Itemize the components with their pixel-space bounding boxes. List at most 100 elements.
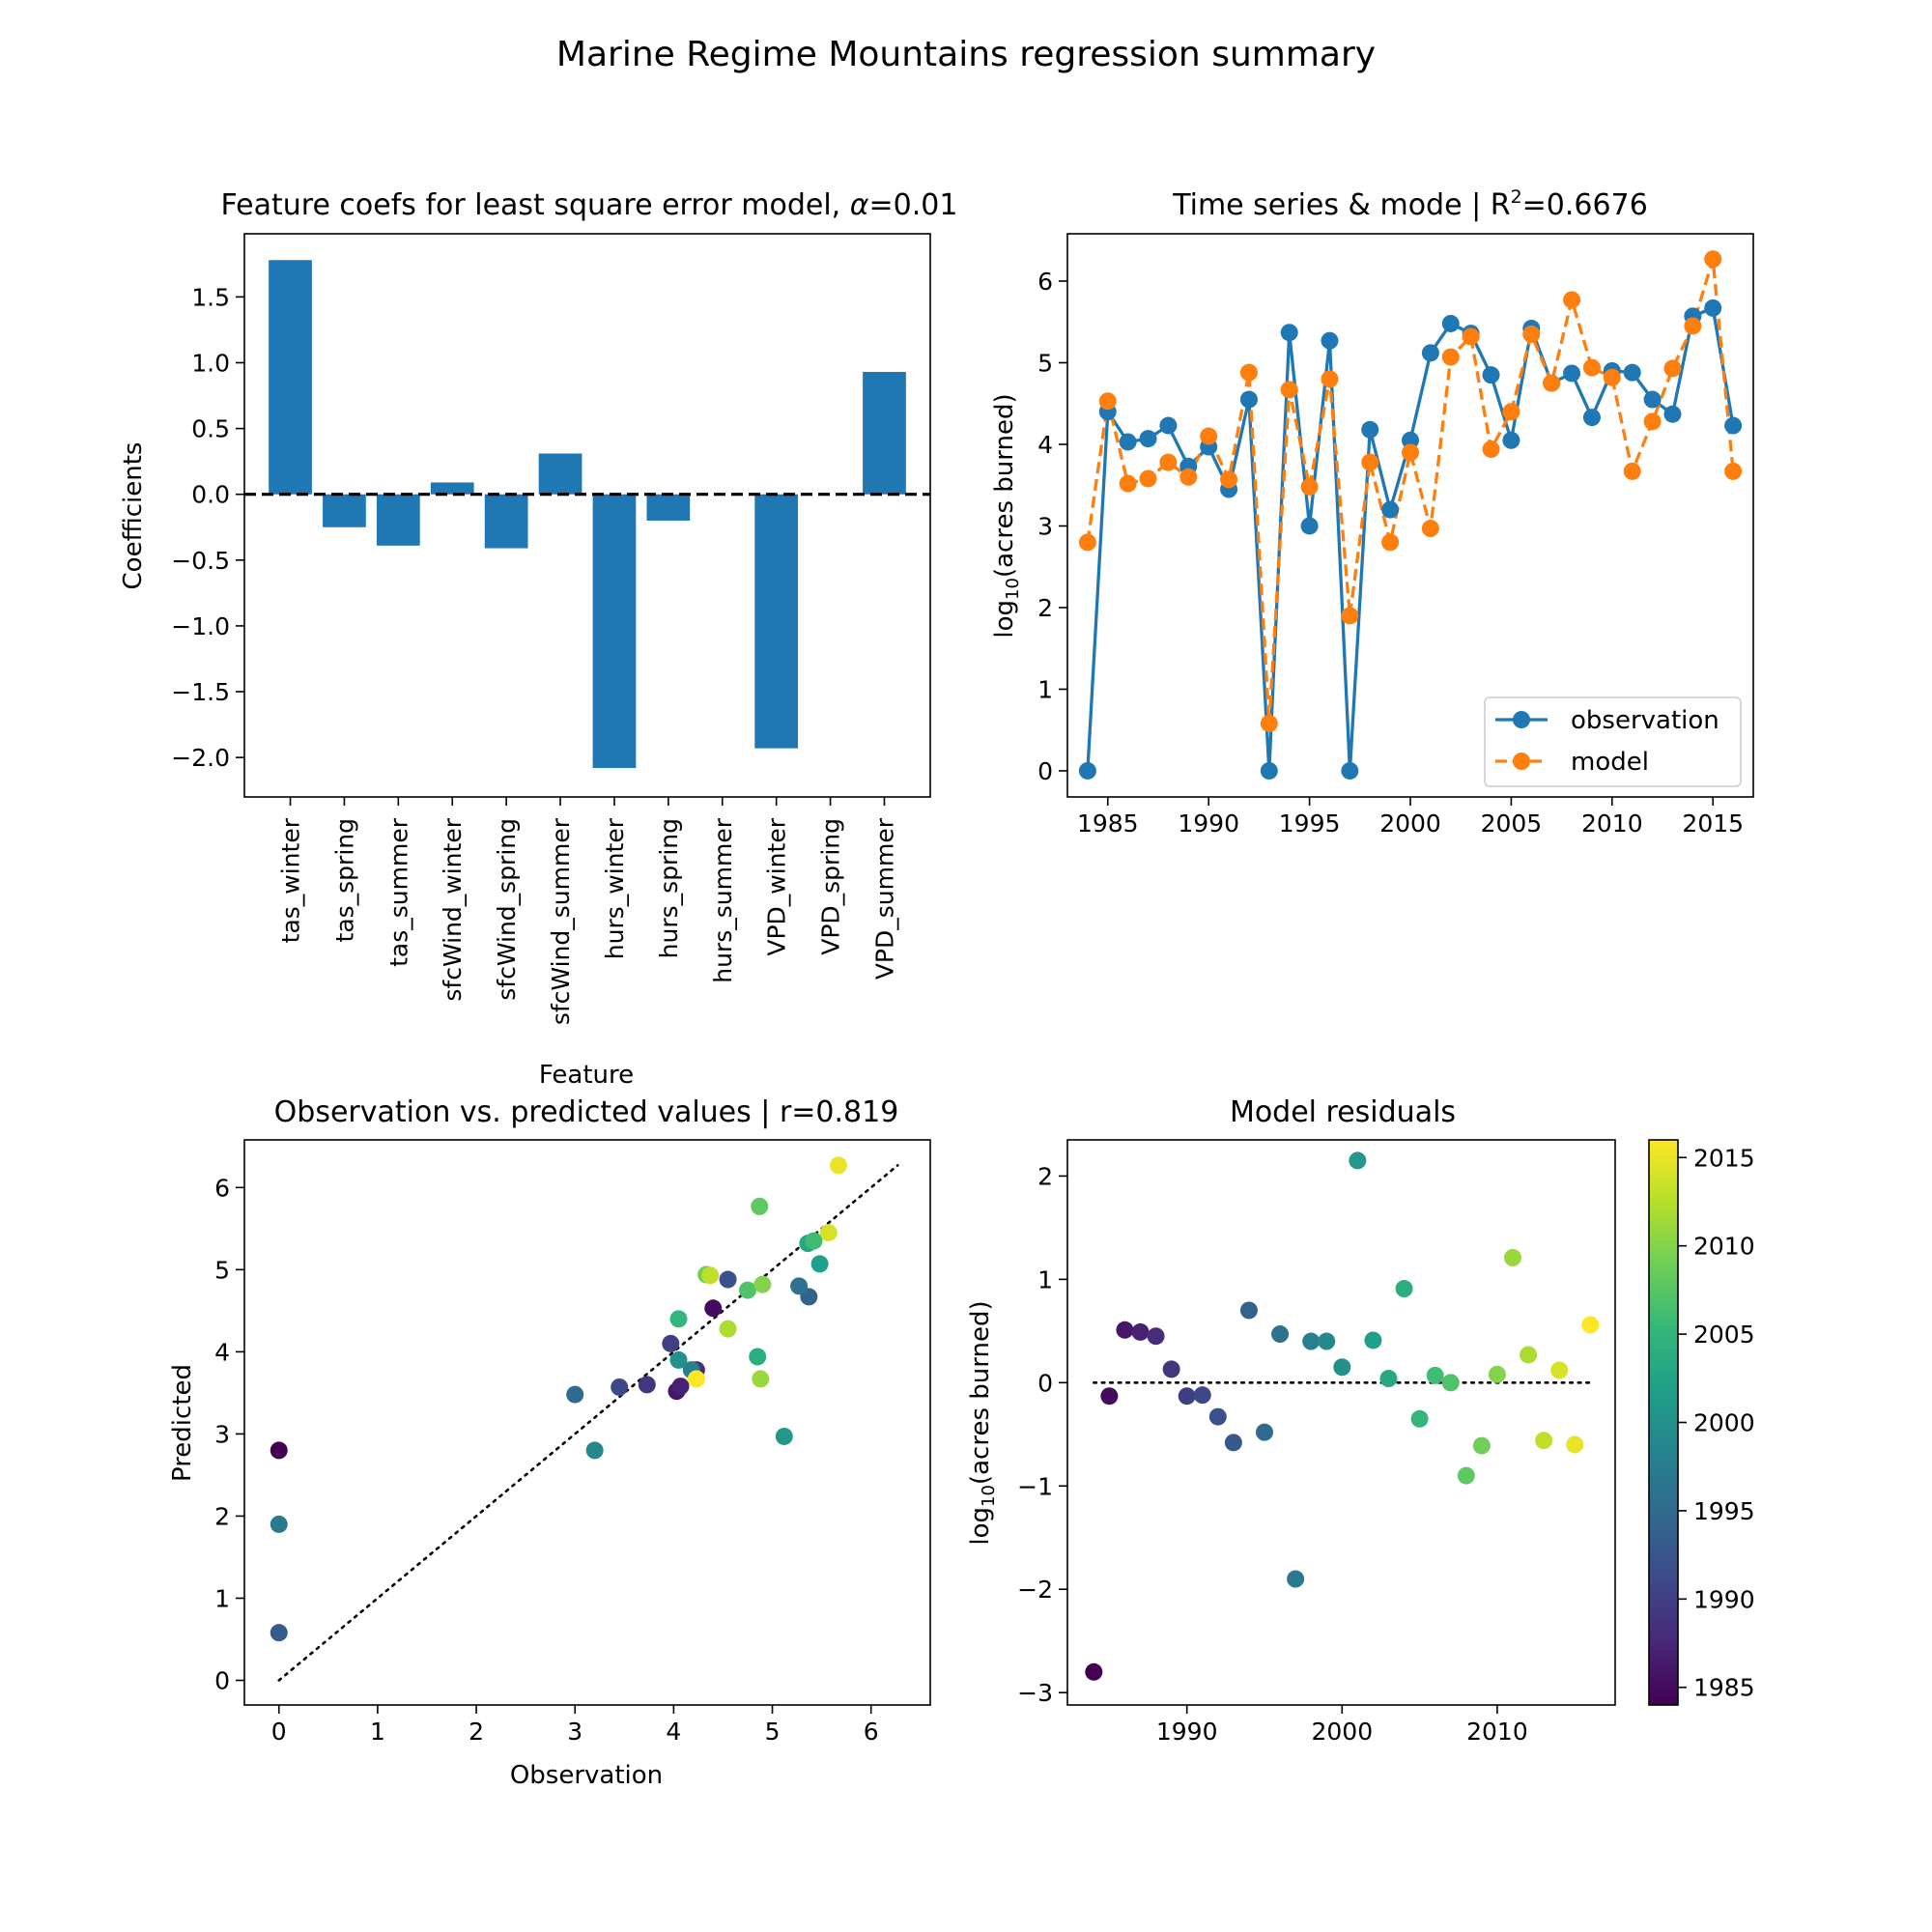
coef-bar — [430, 482, 474, 495]
series-observation-marker — [1300, 517, 1319, 535]
series-model-marker — [1361, 453, 1379, 471]
series-model-marker — [1522, 325, 1541, 343]
series-observation-marker — [1502, 431, 1520, 449]
residual-point — [1426, 1366, 1444, 1384]
series-model-marker — [1179, 468, 1198, 486]
colorbar-tick-label: 2010 — [1693, 1233, 1755, 1261]
obs-vs-pred-title: Observation vs. predicted values | r=0.8… — [274, 1095, 899, 1129]
series-model-marker — [1623, 462, 1641, 480]
series-observation-marker — [1078, 761, 1096, 780]
series-observation-marker — [1119, 433, 1137, 451]
obs-vs-pred-point — [810, 1255, 829, 1273]
timeseries-xtick-label: 2005 — [1481, 810, 1543, 838]
residuals-ylabel: log10(acres burned) — [966, 1300, 999, 1545]
residual-point — [1472, 1436, 1491, 1455]
residuals-ytick-label: 2 — [1037, 1162, 1053, 1190]
coef-bar — [754, 494, 799, 749]
identity-reference-line — [277, 1164, 899, 1682]
residual-point — [1178, 1387, 1196, 1406]
obs-vs-pred-point — [751, 1197, 769, 1215]
residuals-ytick-label: 0 — [1037, 1369, 1053, 1397]
series-model-marker — [1139, 469, 1157, 488]
series-observation-marker — [1563, 364, 1581, 383]
series-observation-marker — [1441, 314, 1460, 332]
residual-point — [1131, 1322, 1150, 1341]
coef-ytick-label: 1.5 — [191, 283, 230, 311]
obs-vs-pred-ytick-label: 6 — [214, 1174, 230, 1202]
obs-vs-pred-point — [753, 1275, 772, 1293]
legend-observation-marker — [1513, 711, 1530, 728]
residual-point — [1488, 1365, 1506, 1383]
legend-observation-label: observation — [1571, 706, 1719, 735]
residual-point — [1410, 1409, 1429, 1428]
figure-suptitle: Marine Regime Mountains regression summa… — [556, 35, 1376, 74]
coef-ytick-label: −2.0 — [171, 744, 230, 772]
series-model-line — [1086, 257, 1735, 725]
timeseries-xtick-label: 2015 — [1682, 810, 1744, 838]
residual-point — [1302, 1332, 1321, 1350]
series-observation-marker — [1321, 331, 1339, 350]
obs-vs-pred-xtick-label: 4 — [666, 1718, 681, 1746]
legend-model-marker — [1513, 753, 1530, 770]
series-observation-marker — [1724, 416, 1743, 435]
residual-point — [1520, 1346, 1538, 1364]
series-model-marker — [1421, 520, 1439, 538]
series-observation-marker — [1402, 431, 1419, 449]
obs-vs-pred-point — [829, 1156, 847, 1175]
series-model-marker — [1119, 474, 1137, 493]
coef-ytick-label: −1.5 — [171, 678, 230, 706]
coef-xtick-label: sfcWind_spring — [493, 818, 521, 1001]
series-model-marker — [1482, 440, 1500, 459]
timeseries-ytick-label: 4 — [1037, 431, 1053, 459]
residual-point — [1581, 1316, 1600, 1334]
residual-point — [1239, 1301, 1258, 1320]
residuals-ytick-label: −3 — [1017, 1679, 1053, 1707]
series-model-marker — [1502, 403, 1520, 421]
colorbar-tick-label: 2000 — [1693, 1409, 1755, 1437]
series-model-marker — [1462, 327, 1480, 346]
coef-ytick-label: 1.0 — [191, 349, 230, 377]
obs-vs-pred-point — [585, 1441, 604, 1460]
series-model-marker — [1724, 462, 1743, 480]
timeseries-ytick-label: 2 — [1037, 594, 1053, 622]
residual-point — [1100, 1387, 1119, 1406]
residuals-chart: Model residuals 1990 2000 2010 −3 −2 −1 0 1 2 lo… — [966, 1095, 1755, 1746]
colorbar-tick-label: 1985 — [1693, 1674, 1755, 1702]
obs-vs-pred-xtick-label: 5 — [765, 1718, 781, 1746]
colorbar-tick-label: 1990 — [1693, 1585, 1755, 1613]
colorbar-tick-label: 2005 — [1693, 1321, 1755, 1349]
obs-vs-pred-point — [566, 1385, 584, 1404]
coef-bar — [646, 494, 691, 521]
obs-vs-pred-point — [671, 1378, 690, 1396]
residual-point — [1224, 1434, 1242, 1452]
series-model-marker — [1684, 317, 1702, 335]
timeseries-xtick-label: 2000 — [1379, 810, 1441, 838]
timeseries-xtick-label: 1990 — [1178, 810, 1239, 838]
residuals-xtick-label: 2000 — [1311, 1718, 1373, 1746]
coef-xtick-label: hurs_summer — [709, 817, 737, 982]
residuals-xtick-label: 1990 — [1156, 1718, 1218, 1746]
timeseries-xtick-label: 1995 — [1279, 810, 1341, 838]
obs-vs-pred-xtick-label: 1 — [370, 1718, 385, 1746]
residual-point — [1566, 1435, 1584, 1454]
series-observation-marker — [1239, 390, 1258, 409]
series-observation-marker — [1482, 366, 1500, 384]
obs-vs-pred-xtick-label: 6 — [864, 1718, 879, 1746]
residuals-ytick-label: −1 — [1017, 1472, 1053, 1500]
residual-point — [1379, 1370, 1398, 1388]
residual-point — [1287, 1570, 1305, 1588]
series-model-marker — [1381, 533, 1400, 552]
series-observation-marker — [1139, 430, 1157, 448]
obs-vs-pred-ytick-label: 2 — [214, 1502, 230, 1530]
series-observation-marker — [1623, 363, 1641, 382]
coef-xtick-label: hurs_winter — [601, 817, 629, 959]
timeseries-ytick-label: 6 — [1037, 268, 1053, 296]
obs-vs-pred-point — [739, 1281, 757, 1299]
series-observation-marker — [1643, 390, 1662, 409]
obs-vs-pred-point — [669, 1350, 688, 1369]
timeseries-ytick-label: 0 — [1037, 757, 1053, 785]
obs-vs-pred-point — [662, 1334, 680, 1352]
timeseries-title: Time series & mode | R2=0.6676 — [1172, 186, 1648, 222]
residual-point — [1441, 1374, 1460, 1392]
series-observation-marker — [1260, 761, 1278, 780]
